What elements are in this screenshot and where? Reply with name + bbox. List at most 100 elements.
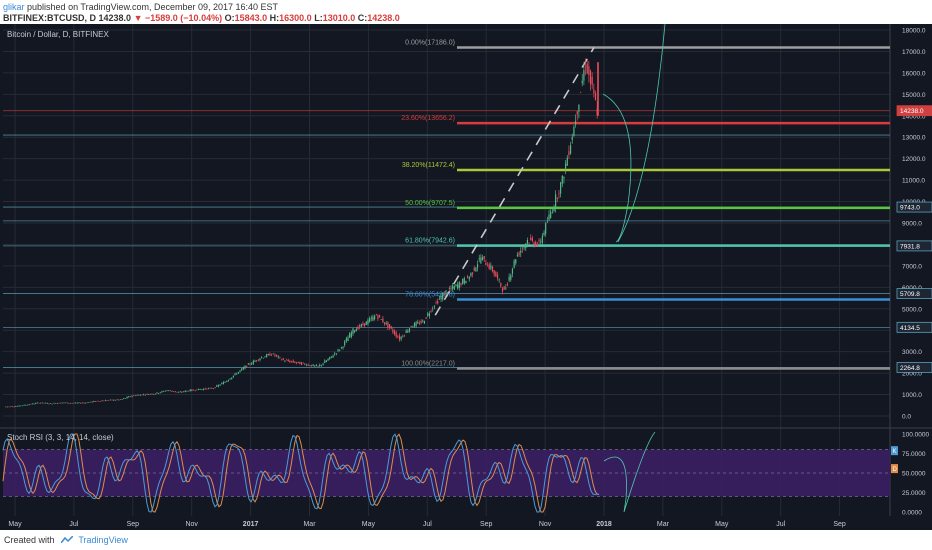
stoch-series-tag bbox=[891, 464, 898, 474]
candle-body bbox=[458, 282, 460, 289]
candle-body bbox=[217, 385, 220, 387]
candle-body bbox=[525, 243, 527, 249]
candle-body bbox=[432, 308, 434, 310]
candle-body bbox=[508, 276, 510, 281]
candle-body bbox=[569, 145, 572, 154]
candle-body bbox=[264, 356, 266, 358]
candle-body bbox=[435, 302, 437, 303]
chart-area[interactable]: 0.00%(17186.0) 23.60%(13656.2) 38.20%(1147… bbox=[0, 24, 932, 530]
high-value: 16300.0 bbox=[279, 13, 312, 23]
candle-body bbox=[189, 389, 191, 392]
candle-body bbox=[378, 314, 381, 317]
candle-body bbox=[440, 296, 442, 300]
candle-body bbox=[566, 157, 568, 166]
candle-body bbox=[385, 323, 387, 324]
candle-body bbox=[327, 358, 329, 361]
candle-body bbox=[10, 406, 12, 408]
candle-body bbox=[460, 283, 462, 285]
candle-body bbox=[204, 388, 206, 390]
price-tag-label: 7931.8 bbox=[900, 243, 920, 250]
candle-body bbox=[251, 363, 253, 365]
candle-body bbox=[483, 256, 485, 259]
candle-body bbox=[86, 402, 88, 404]
candle-body bbox=[315, 365, 318, 367]
candle-body bbox=[382, 318, 384, 323]
candle-body bbox=[359, 325, 361, 328]
candle-body bbox=[234, 373, 236, 375]
candle-body bbox=[364, 323, 366, 326]
candle-body bbox=[347, 337, 349, 342]
projection-arc-down bbox=[602, 93, 632, 243]
candle-body bbox=[171, 391, 173, 392]
candle-body bbox=[18, 405, 20, 407]
candle-body bbox=[573, 126, 575, 137]
candle-body bbox=[209, 387, 211, 389]
candle-body bbox=[153, 393, 155, 395]
candle-body bbox=[226, 380, 228, 382]
candle-body bbox=[521, 247, 524, 249]
candle-body bbox=[111, 399, 113, 401]
candle-body bbox=[407, 330, 409, 333]
candle-body bbox=[523, 245, 525, 248]
candle-body bbox=[588, 66, 590, 75]
tradingview-brand[interactable]: TradingView bbox=[78, 535, 128, 545]
candle-body bbox=[181, 391, 183, 393]
candle-body bbox=[536, 244, 538, 245]
candle-body bbox=[367, 320, 369, 324]
time-axis-label: Jul bbox=[69, 521, 78, 528]
candle-body bbox=[510, 274, 512, 280]
author-link[interactable]: glikar bbox=[3, 2, 25, 12]
candle-body bbox=[526, 239, 529, 244]
candle-body bbox=[349, 333, 351, 338]
candle-body bbox=[295, 362, 298, 364]
candle-body bbox=[513, 260, 515, 268]
candle-body bbox=[427, 313, 429, 316]
candle-body bbox=[594, 92, 597, 101]
candle-body bbox=[574, 121, 577, 125]
time-axis-label: Jul bbox=[423, 521, 432, 528]
candle-body bbox=[216, 385, 218, 387]
candle-body bbox=[430, 311, 432, 312]
candle-body bbox=[447, 292, 449, 294]
candle-body bbox=[498, 279, 500, 281]
stoch-axis-label: 100.0000 bbox=[902, 432, 929, 439]
price-tag bbox=[896, 201, 932, 213]
candle-body bbox=[398, 335, 401, 340]
candle-body bbox=[109, 399, 112, 401]
price-axis-label: 2000.0 bbox=[902, 371, 922, 378]
candle-body bbox=[66, 402, 68, 404]
candle-body bbox=[101, 400, 103, 402]
stoch-projection-arc bbox=[603, 431, 656, 513]
candle-body bbox=[548, 214, 550, 220]
candle-body bbox=[372, 316, 374, 321]
candle-body bbox=[177, 392, 180, 393]
candle-body bbox=[405, 330, 407, 333]
candle-body bbox=[408, 328, 411, 332]
price-axis-label: 3000.0 bbox=[902, 349, 922, 356]
candle-body bbox=[28, 404, 30, 406]
chart-canvas[interactable]: 0.00%(17186.0) 23.60%(13656.2) 38.20%(1147… bbox=[0, 24, 932, 530]
candle-body bbox=[317, 365, 319, 367]
candle-body bbox=[129, 396, 132, 397]
candle-body bbox=[38, 402, 40, 404]
publish-info: published on TradingView.com, December 0… bbox=[27, 2, 279, 12]
candle-body bbox=[450, 288, 452, 290]
candle-body bbox=[481, 257, 484, 261]
candle-body bbox=[241, 368, 243, 371]
price-axis-label: 7000.0 bbox=[902, 263, 922, 270]
candle-body bbox=[63, 402, 65, 404]
candle-body bbox=[354, 330, 356, 332]
candle-body bbox=[400, 336, 402, 340]
candle-body bbox=[501, 288, 504, 292]
candle-body bbox=[583, 70, 585, 81]
candle-body bbox=[339, 349, 341, 351]
time-axis-label: Nov bbox=[185, 521, 198, 528]
candle-body bbox=[418, 322, 421, 325]
candle-body bbox=[40, 402, 42, 404]
candle-body bbox=[535, 242, 537, 246]
candle-body bbox=[108, 400, 110, 401]
candle-body bbox=[16, 406, 19, 407]
fib-level-label: 61.80%(7942.6) bbox=[405, 238, 455, 245]
candle-body bbox=[560, 182, 562, 194]
candle-body bbox=[232, 375, 234, 378]
